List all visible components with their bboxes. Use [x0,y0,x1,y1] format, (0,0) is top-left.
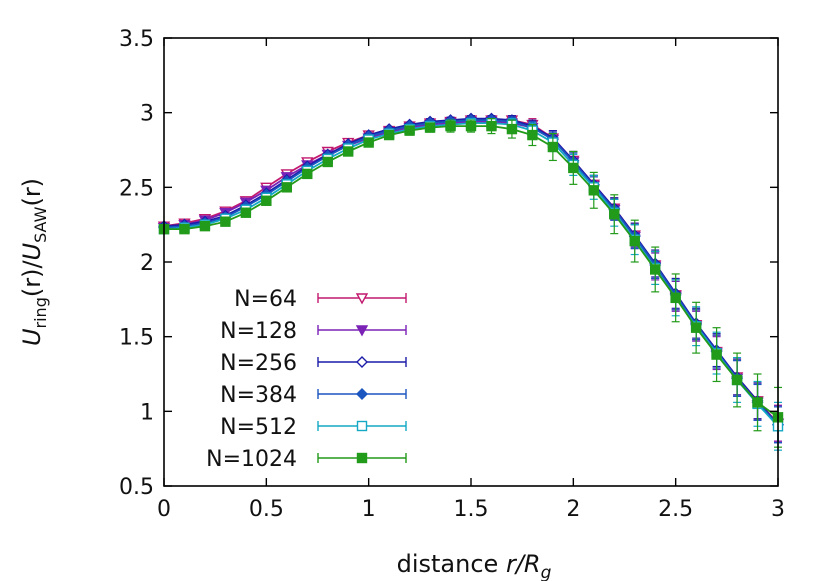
legend-marker [355,325,369,337]
data-point [363,137,374,148]
data-point [506,123,518,135]
data-point [670,292,681,304]
legend-entry-N=384: N=384 [220,383,407,408]
y-tick-label: 1.5 [119,326,154,351]
data-point [404,125,415,136]
y-tick-label: 0.5 [119,475,154,500]
y-tick-label: 1 [140,400,154,425]
legend-entry-N=512: N=512 [220,415,407,440]
legend-marker [356,452,368,464]
x-tick-label: 2 [566,497,580,522]
x-axis-title: distance r/Rg [397,550,552,581]
data-point [547,141,559,153]
legend-entry-N=128: N=128 [220,319,407,344]
legend-entry-N=1024: N=1024 [206,447,407,472]
data-point [527,129,538,141]
legend-entry-N=256: N=256 [220,351,407,376]
data-point [609,209,620,220]
x-tick-label: 2.5 [658,497,693,522]
data-point [281,182,292,193]
data-point [568,162,579,174]
legend-marker [356,388,368,400]
data-point [445,120,456,132]
data-point [383,129,395,141]
data-point [752,397,763,408]
data-point [302,168,313,180]
legend-marker [356,356,368,368]
x-tick-label: 3 [771,497,785,522]
legend-label: N=256 [220,351,297,376]
legend-label: N=1024 [206,447,297,472]
data-point [240,207,252,218]
ticks-layer: 0 0.5 1 1.5 2 2.5 30.511.522.533.5 [119,27,785,522]
legend: N=64 N=128 N=256 N=384 N=512 N=1024 [206,287,407,472]
y-axis-title: Uring(r)/USAW(r) [18,178,50,346]
data-point [588,185,599,196]
data-point [711,349,722,360]
data-point [650,264,661,275]
legend-label: N=384 [220,383,297,408]
legend-marker [355,293,369,305]
y-tick-label: 2 [140,251,154,276]
y-tick-label: 2.5 [119,176,154,201]
legend-marker [356,420,368,432]
legend-label: N=64 [234,287,297,312]
legend-label: N=128 [220,319,297,344]
data-point [690,322,702,333]
data-point [322,156,333,168]
y-tick-label: 3 [140,102,154,127]
x-tick-label: 1 [362,497,376,522]
data-point [424,122,436,133]
x-tick-label: 0 [157,497,171,522]
data-point [486,120,497,132]
data-point [220,216,231,227]
data-point [261,195,272,206]
legend-entry-N=64: N=64 [234,287,407,312]
y-tick-label: 3.5 [119,27,154,52]
data-point [731,374,743,386]
data-point [465,120,477,132]
data-point [343,146,354,157]
data-point [199,220,211,232]
x-tick-label: 1.5 [454,497,489,522]
legend-label: N=512 [220,415,297,440]
data-point [179,223,190,235]
x-tick-label: 0.5 [249,497,284,522]
series-layer [157,112,785,451]
data-point [629,235,640,247]
